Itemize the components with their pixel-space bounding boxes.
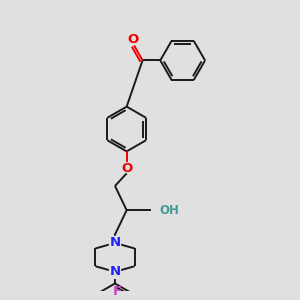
Text: N: N (110, 265, 121, 278)
Text: N: N (110, 236, 121, 249)
Text: F: F (113, 285, 122, 298)
Text: O: O (121, 162, 132, 175)
Text: OH: OH (159, 204, 179, 217)
Text: O: O (128, 33, 139, 46)
